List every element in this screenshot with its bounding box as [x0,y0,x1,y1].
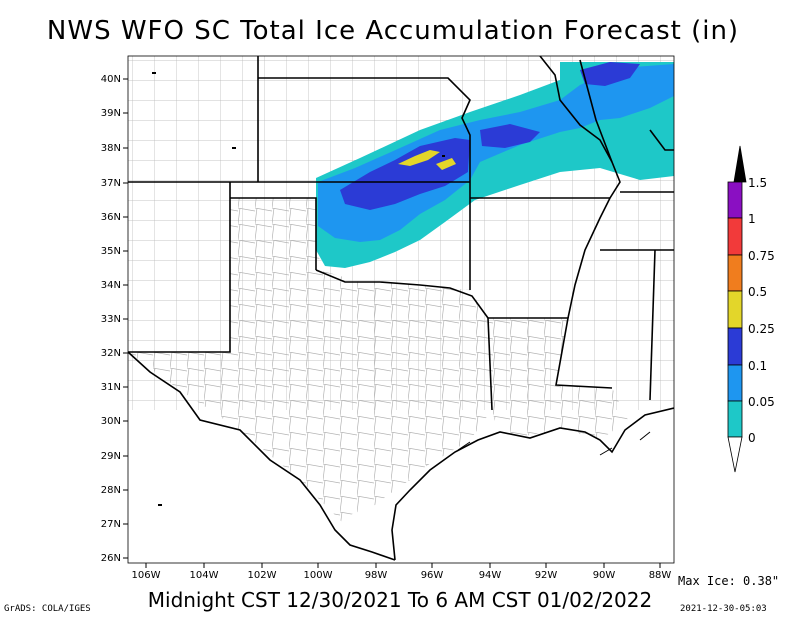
legend-swatch [727,400,743,438]
lat-label: 26N [101,553,121,564]
ice-band-025b [436,158,456,170]
lon-label: 96W [421,570,444,581]
lon-label: 88W [649,570,672,581]
coastline [391,407,674,561]
lat-label: 33N [101,314,121,325]
lon-label: 94W [479,570,502,581]
lat-label: 31N [101,382,121,393]
lat-label: 34N [101,280,121,291]
lat-ticks [123,78,128,559]
ice-band-01 [340,138,470,210]
max-ice-label: Max Ice: 0.38" [678,574,780,588]
lat-label: 38N [101,143,121,154]
lat-label: 40N [101,74,121,85]
lon-label: 106W [132,570,161,581]
legend-label: 0 [748,431,756,445]
legend-label: 0.25 [748,322,775,336]
legend-swatch [727,254,743,292]
legend-labels: 1.5 1 0.75 0.5 0.25 0.1 0.05 0 [748,176,775,445]
lon-label: 90W [593,570,616,581]
ice-band-025 [398,150,440,166]
lon-label: 92W [535,570,558,581]
map-frame [127,55,675,564]
grads-credit: GrADS: COLA/IGES [4,604,91,614]
legend-label: 1.5 [748,176,767,190]
lat-label: 39N [101,108,121,119]
lat-axis: 40N 39N 38N 37N 36N 35N 34N 33N 32N 31N … [101,74,121,564]
legend-swatch [727,217,743,256]
valid-period: Midnight CST 12/30/2021 To 6 AM CST 01/0… [147,588,653,612]
legend-swatch [727,364,743,402]
issue-timestamp: 2021-12-30-05:03 [680,604,767,614]
lat-label: 35N [101,246,121,257]
gulf-water [330,405,674,563]
color-legend [727,145,747,473]
gulf-islands [457,431,651,456]
lon-label: 98W [365,570,388,581]
state-borders [128,56,674,411]
legend-label: 0.5 [748,285,767,299]
lon-ticks [145,563,661,568]
lon-label: 104W [190,570,219,581]
lon-label: 100W [304,570,333,581]
lat-label: 29N [101,451,121,462]
legend-cap-bottom [727,436,743,473]
legend-label: 0.1 [748,359,767,373]
legend-label: 0.75 [748,249,775,263]
ice-band-01c [580,62,640,86]
texas-counties [128,198,492,560]
lat-label: 28N [101,485,121,496]
louisiana-counties [488,318,628,440]
legend-swatch [727,181,743,219]
lakes [152,72,445,506]
legend-label: 0.05 [748,395,775,409]
lat-label: 30N [101,416,121,427]
lon-axis: 106W 104W 102W 100W 98W 96W 94W 92W 90W … [132,570,672,581]
legend-cap-top [733,145,747,183]
mexico-border [128,351,396,561]
legend-swatch [727,327,743,366]
lat-label: 37N [101,178,121,189]
lat-label: 32N [101,348,121,359]
lat-label: 27N [101,519,121,530]
ice-band-01b [480,124,540,148]
legend-swatch [727,290,743,329]
map-title: NWS WFO SC Total Ice Accumulation Foreca… [46,16,740,46]
lon-label: 102W [248,570,277,581]
legend-label: 1 [748,212,756,226]
lat-label: 36N [101,212,121,223]
